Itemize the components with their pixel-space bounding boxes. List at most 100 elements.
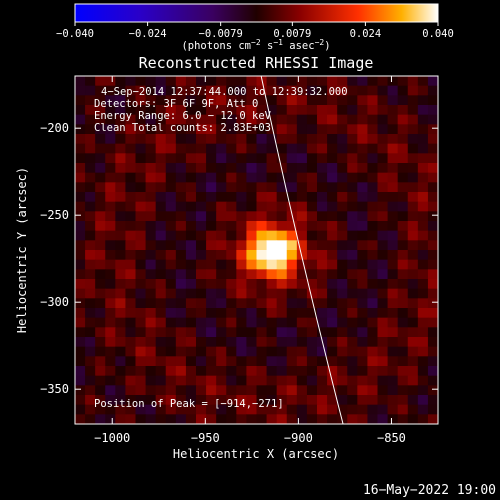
heatmap-cell <box>276 143 288 154</box>
heatmap-cell <box>417 414 429 424</box>
heatmap-cell <box>347 153 358 164</box>
heatmap-cell <box>155 308 167 319</box>
heatmap-cell <box>155 298 167 309</box>
heatmap-cell <box>155 153 167 164</box>
heatmap-cell <box>417 211 429 222</box>
heatmap-cell <box>367 385 379 396</box>
heatmap-cell <box>155 404 167 415</box>
heatmap-cell <box>216 182 227 193</box>
heatmap-cell <box>85 375 96 386</box>
heatmap-cell <box>216 221 227 232</box>
heatmap-cell <box>427 143 438 154</box>
heatmap-cell <box>95 105 106 116</box>
heatmap-cell <box>256 192 268 203</box>
heatmap-cell <box>165 240 177 251</box>
heatmap-cell <box>387 163 399 174</box>
heatmap-cell <box>75 95 86 106</box>
heatmap-cell <box>165 385 177 396</box>
heatmap-cell <box>85 221 96 232</box>
heatmap-cell <box>75 134 86 145</box>
heatmap-cell <box>417 259 429 270</box>
heatmap-cell <box>407 259 419 270</box>
heatmap-cell <box>337 346 348 357</box>
heatmap-cell <box>226 308 237 319</box>
heatmap-cell <box>317 327 328 338</box>
heatmap-cell <box>276 153 288 164</box>
heatmap-cell <box>337 211 348 222</box>
heatmap-cell <box>417 76 429 87</box>
heatmap-cell <box>196 337 207 348</box>
heatmap-cell <box>367 85 379 96</box>
heatmap-cell <box>85 105 96 116</box>
heatmap-cell <box>155 201 167 212</box>
heatmap-cell <box>206 85 217 96</box>
heatmap-cell <box>367 240 379 251</box>
heatmap-cell <box>236 250 248 261</box>
heatmap-cell <box>276 172 288 183</box>
heatmap-cell <box>155 366 167 377</box>
heatmap-cell <box>276 395 288 406</box>
heatmap-cell <box>196 85 207 96</box>
heatmap-cell <box>327 221 338 232</box>
heatmap-cell <box>155 85 167 96</box>
heatmap-cell <box>387 308 399 319</box>
heatmap-cell <box>276 346 288 357</box>
heatmap-cell <box>347 163 358 174</box>
heatmap-cell <box>327 404 338 415</box>
heatmap-cell <box>397 356 409 367</box>
heatmap-cell <box>95 221 106 232</box>
heatmap-cell <box>165 356 177 367</box>
heatmap-cell <box>246 211 258 222</box>
heatmap-cell <box>256 230 268 241</box>
heatmap-cell <box>397 211 409 222</box>
heatmap-cell <box>95 134 106 145</box>
heatmap-cell <box>85 327 96 338</box>
heatmap-cell <box>306 134 318 145</box>
heatmap-cell <box>125 114 137 125</box>
heatmap-cell <box>175 308 187 319</box>
heatmap-cell <box>105 192 116 203</box>
heatmap-cell <box>337 337 348 348</box>
heatmap-cell <box>206 366 217 377</box>
heatmap-cell <box>115 250 127 261</box>
heatmap-cell <box>286 366 298 377</box>
x-tick-label: −850 <box>377 431 406 445</box>
heatmap-cell <box>95 163 106 174</box>
heatmap-cell <box>266 182 278 193</box>
heatmap-cell <box>216 346 227 357</box>
heatmap-cell <box>216 404 227 415</box>
heatmap-cell <box>397 76 409 87</box>
heatmap-cell <box>276 163 288 174</box>
heatmap-cell <box>286 172 298 183</box>
heatmap-cell <box>337 366 348 377</box>
heatmap-cell <box>85 76 96 87</box>
heatmap-cell <box>256 375 268 386</box>
heatmap-cell <box>377 201 389 212</box>
heatmap-cell <box>327 124 338 135</box>
heatmap-cell <box>165 375 177 386</box>
heatmap-cell <box>407 395 419 406</box>
heatmap-cell <box>286 201 298 212</box>
heatmap-cell <box>427 250 438 261</box>
heatmap-cell <box>175 385 187 396</box>
heatmap-cell <box>377 85 389 96</box>
heatmap-cell <box>347 375 358 386</box>
heatmap-cell <box>427 279 438 290</box>
heatmap-cell <box>327 298 338 309</box>
heatmap-cell <box>296 211 308 222</box>
heatmap-cell <box>165 366 177 377</box>
heatmap-cell <box>196 114 207 125</box>
heatmap-cell <box>175 230 187 241</box>
heatmap-cell <box>317 366 328 377</box>
y-tick-label: −250 <box>40 208 69 222</box>
heatmap-cell <box>165 395 177 406</box>
heatmap-cell <box>306 259 318 270</box>
heatmap-cell <box>407 317 419 328</box>
heatmap-cell <box>246 269 258 280</box>
heatmap-cell <box>296 279 308 290</box>
heatmap-cell <box>105 85 116 96</box>
heatmap-cell <box>397 327 409 338</box>
heatmap-cell <box>367 337 379 348</box>
heatmap-cell <box>226 211 237 222</box>
heatmap-cell <box>266 230 278 241</box>
